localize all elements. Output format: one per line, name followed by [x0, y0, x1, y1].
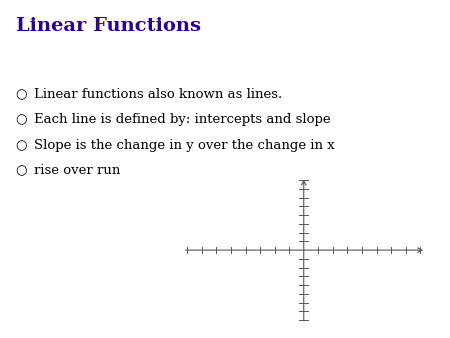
Text: Linear functions also known as lines.: Linear functions also known as lines. — [34, 88, 282, 101]
Text: ○: ○ — [16, 139, 27, 152]
Text: rise over run: rise over run — [34, 164, 120, 177]
Text: ○: ○ — [16, 88, 27, 101]
Text: Slope is the change in y over the change in x: Slope is the change in y over the change… — [34, 139, 334, 152]
Text: Each line is defined by: intercepts and slope: Each line is defined by: intercepts and … — [34, 114, 330, 126]
Text: ○: ○ — [16, 164, 27, 177]
Text: ○: ○ — [16, 114, 27, 126]
Text: Linear Functions: Linear Functions — [16, 17, 201, 35]
